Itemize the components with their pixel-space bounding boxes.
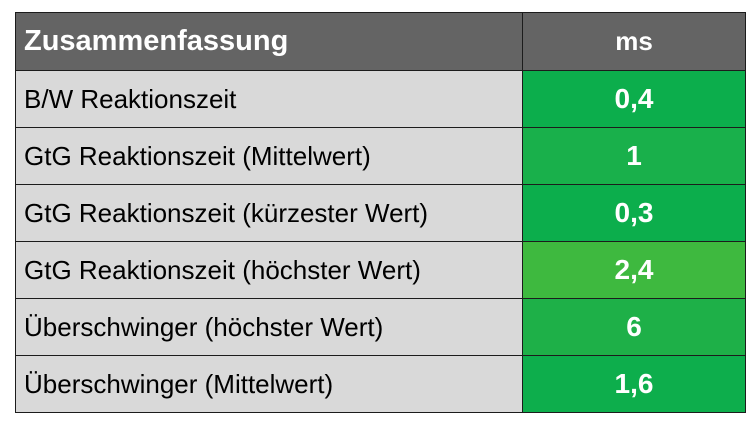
row-label: Überschwinger (höchster Wert) xyxy=(15,298,523,356)
row-label: GtG Reaktionszeit (kürzester Wert) xyxy=(15,184,523,242)
table-body: B/W Reaktionszeit 0,4 GtG Reaktionszeit … xyxy=(15,70,746,413)
row-label: GtG Reaktionszeit (höchster Wert) xyxy=(15,241,523,299)
row-value: 0,3 xyxy=(522,184,746,242)
header-unit: ms xyxy=(522,12,746,71)
table-row: GtG Reaktionszeit (kürzester Wert) 0,3 xyxy=(15,184,746,242)
summary-table-container: Zusammenfassung ms B/W Reaktionszeit 0,4… xyxy=(15,12,746,413)
row-label: Überschwinger (Mittelwert) xyxy=(15,355,523,413)
table-row: GtG Reaktionszeit (höchster Wert) 2,4 xyxy=(15,241,746,299)
header-row: Zusammenfassung ms xyxy=(15,12,746,71)
summary-table: Zusammenfassung ms B/W Reaktionszeit 0,4… xyxy=(15,12,746,413)
row-value: 6 xyxy=(522,298,746,356)
row-value: 1 xyxy=(522,127,746,185)
row-value: 0,4 xyxy=(522,70,746,128)
header-title: Zusammenfassung xyxy=(15,12,523,71)
row-value: 2,4 xyxy=(522,241,746,299)
row-label: GtG Reaktionszeit (Mittelwert) xyxy=(15,127,523,185)
table-header: Zusammenfassung ms xyxy=(15,12,746,71)
row-label: B/W Reaktionszeit xyxy=(15,70,523,128)
table-row: GtG Reaktionszeit (Mittelwert) 1 xyxy=(15,127,746,185)
table-row: Überschwinger (Mittelwert) 1,6 xyxy=(15,355,746,413)
table-row: Überschwinger (höchster Wert) 6 xyxy=(15,298,746,356)
table-row: B/W Reaktionszeit 0,4 xyxy=(15,70,746,128)
row-value: 1,6 xyxy=(522,355,746,413)
